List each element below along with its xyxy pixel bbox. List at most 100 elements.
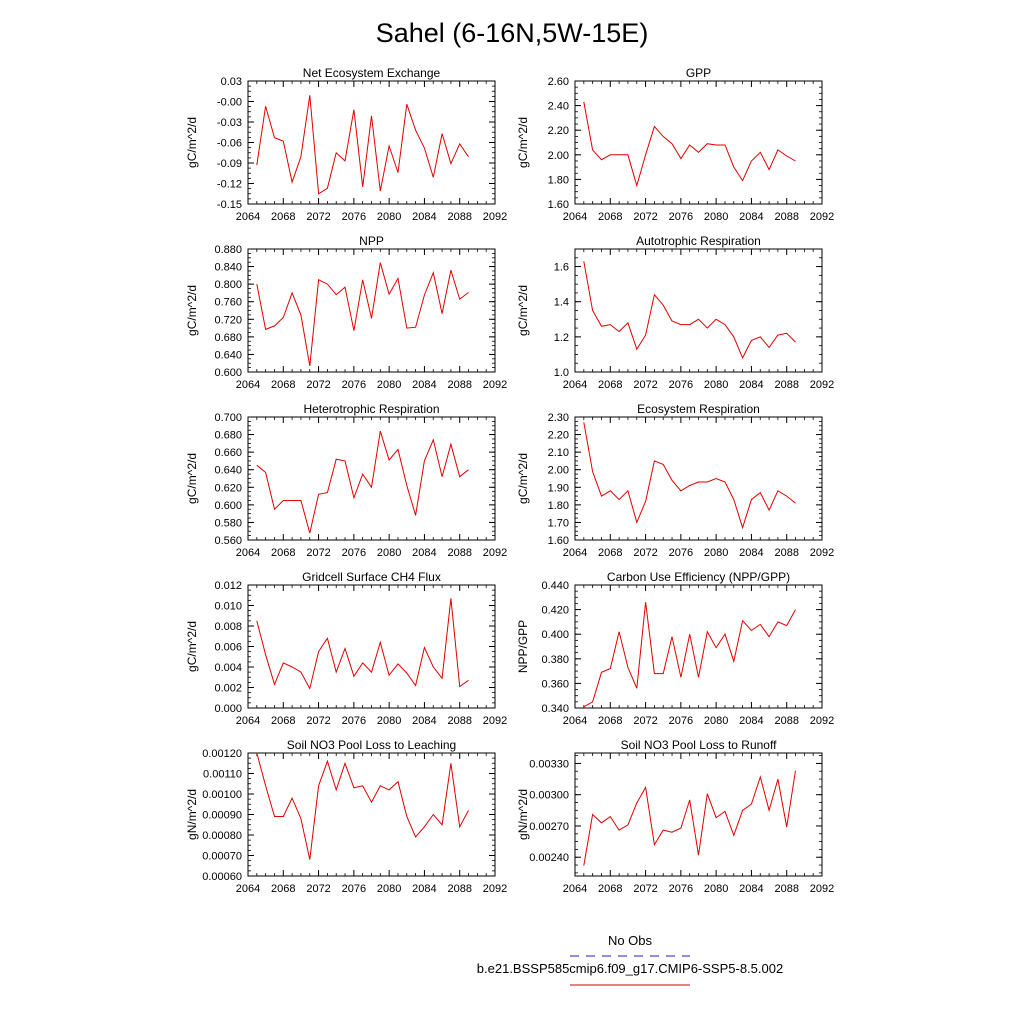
x-tick-label: 2076: [669, 379, 693, 391]
x-tick-label: 2076: [669, 211, 693, 223]
y-tick-label: 1.0: [554, 367, 569, 379]
y-tick-label: 1.60: [548, 535, 569, 547]
x-tick-label: 2068: [598, 883, 622, 895]
y-tick-label: 0.400: [541, 629, 569, 641]
y-axis-label: gN/m^2/d: [185, 789, 199, 840]
x-tick-label: 2072: [633, 883, 657, 895]
x-tick-label: 2080: [704, 379, 728, 391]
series-line: [256, 752, 469, 860]
y-tick-label: 0.760: [214, 297, 242, 309]
panel-title: Gridcell Surface CH4 Flux: [302, 570, 441, 584]
x-tick-label: 2080: [377, 715, 401, 727]
x-tick-label: 2072: [633, 211, 657, 223]
y-tick-label: 0.660: [214, 447, 242, 459]
y-tick-label: 0.580: [214, 517, 242, 529]
x-tick-label: 2088: [774, 211, 798, 223]
series-line: [256, 95, 469, 195]
y-tick-label: 2.10: [548, 447, 569, 459]
panel-title: Soil NO3 Pool Loss to Leaching: [287, 738, 456, 752]
x-tick-label: 2068: [598, 211, 622, 223]
chart-panel-3: NPP gC/m^2/d 2064 2068 2072 2076 2080 2084 2088 2…: [185, 234, 507, 391]
x-tick-label: 2084: [412, 715, 436, 727]
legend-label-no-obs: No Obs: [608, 933, 653, 948]
plot-frame: [574, 80, 823, 205]
y-tick-label: 0.440: [541, 580, 569, 592]
x-tick-label: 2092: [483, 379, 507, 391]
plot-frame: [574, 416, 823, 541]
y-tick-label: 0.340: [541, 703, 569, 715]
y-tick-label: -0.00: [217, 97, 242, 109]
x-tick-label: 2076: [342, 547, 366, 559]
x-tick-label: 2064: [236, 379, 260, 391]
x-tick-label: 2072: [633, 715, 657, 727]
legend-label-model: b.e21.BSSP585cmip6.f09_g17.CMIP6-SSP5-8.…: [477, 961, 783, 976]
x-tick-label: 2080: [377, 547, 401, 559]
legend: No Obs b.e21.BSSP585cmip6.f09_g17.CMIP6-…: [477, 933, 783, 986]
y-tick-label: 1.6: [554, 262, 569, 274]
plot-frame: [247, 80, 496, 205]
y-tick-label: 0.00090: [202, 810, 242, 822]
plot-frame: [574, 584, 823, 709]
x-tick-label: 2088: [447, 883, 471, 895]
y-tick-label: 0.680: [214, 332, 242, 344]
x-tick-label: 2092: [810, 547, 834, 559]
x-tick-label: 2080: [704, 211, 728, 223]
figure-title: Sahel (6-16N,5W-15E): [376, 18, 649, 48]
x-tick-label: 2084: [739, 211, 763, 223]
plot-frame: [574, 248, 823, 373]
x-tick-label: 2092: [483, 211, 507, 223]
x-tick-label: 2088: [447, 211, 471, 223]
plot-frame: [247, 584, 496, 709]
x-tick-label: 2068: [271, 883, 295, 895]
chart-panel-9: Soil NO3 Pool Loss to Leaching gN/m^2/d 20…: [185, 738, 507, 895]
x-tick-label: 2088: [447, 715, 471, 727]
y-tick-label: -0.03: [217, 117, 242, 129]
x-tick-label: 2072: [306, 211, 330, 223]
x-tick-label: 2088: [774, 715, 798, 727]
y-tick-label: 2.20: [548, 125, 569, 137]
x-tick-label: 2064: [563, 379, 587, 391]
panel-title: Soil NO3 Pool Loss to Runoff: [621, 738, 778, 752]
x-tick-label: 2092: [483, 715, 507, 727]
y-tick-label: 0.00070: [202, 851, 242, 863]
x-tick-label: 2084: [739, 379, 763, 391]
panel-title: Ecosystem Respiration: [637, 402, 760, 416]
y-tick-label: -0.09: [217, 158, 242, 170]
x-tick-label: 2076: [342, 379, 366, 391]
x-tick-label: 2084: [739, 715, 763, 727]
x-tick-label: 2076: [342, 715, 366, 727]
x-tick-label: 2088: [774, 547, 798, 559]
y-tick-label: 0.640: [214, 349, 242, 361]
x-tick-label: 2092: [810, 379, 834, 391]
y-tick-label: -0.15: [217, 199, 242, 211]
x-tick-label: 2064: [236, 715, 260, 727]
chart-panel-1: Net Ecosystem Exchange gC/m^2/d 2064 2068 20…: [185, 66, 507, 223]
x-tick-label: 2064: [563, 883, 587, 895]
series-line: [583, 602, 796, 708]
y-tick-label: 1.80: [548, 500, 569, 512]
x-tick-label: 2080: [704, 547, 728, 559]
panel-title: Autotrophic Respiration: [636, 234, 761, 248]
x-tick-label: 2092: [810, 883, 834, 895]
series-line: [583, 101, 796, 188]
chart-panel-4: Autotrophic Respiration gC/m^2/d 2064 2068 2…: [516, 234, 834, 391]
y-tick-label: -0.06: [217, 138, 242, 150]
chart-panel-6: Ecosystem Respiration gC/m^2/d 2064 2068 207…: [516, 402, 834, 559]
y-tick-label: 1.4: [554, 297, 569, 309]
x-tick-label: 2064: [236, 547, 260, 559]
y-axis-label: NPP/GPP: [516, 620, 530, 673]
x-tick-label: 2084: [412, 379, 436, 391]
y-axis-label: gN/m^2/d: [516, 789, 530, 840]
y-tick-label: 0.000: [214, 703, 242, 715]
x-tick-label: 2088: [447, 547, 471, 559]
y-tick-label: 1.80: [548, 174, 569, 186]
x-tick-label: 2064: [563, 211, 587, 223]
series-line: [583, 422, 796, 530]
x-tick-label: 2068: [271, 715, 295, 727]
x-tick-label: 2072: [306, 883, 330, 895]
y-tick-label: 0.600: [214, 367, 242, 379]
x-tick-label: 2092: [810, 715, 834, 727]
series-line: [583, 770, 796, 866]
y-tick-label: 1.70: [548, 517, 569, 529]
y-tick-label: 0.00270: [529, 821, 569, 833]
